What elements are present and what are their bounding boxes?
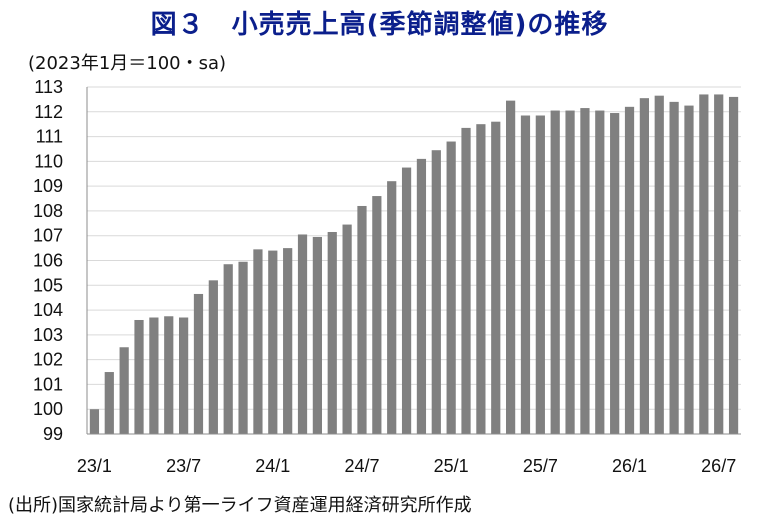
bar — [253, 249, 263, 434]
bar — [550, 110, 560, 435]
bar — [149, 317, 159, 434]
bar — [283, 248, 293, 434]
y-tick-label: 106 — [33, 251, 63, 271]
bar — [461, 127, 471, 435]
y-tick-label: 109 — [33, 176, 63, 196]
bar — [714, 94, 724, 434]
y-tick-label: 112 — [34, 102, 63, 122]
axes — [86, 87, 741, 435]
bar — [387, 181, 397, 434]
bar — [223, 264, 233, 434]
y-tick-label: 104 — [33, 300, 63, 320]
bar — [164, 316, 174, 434]
bar — [401, 167, 412, 434]
x-tick-label: 25/7 — [523, 456, 558, 476]
y-tick-label: 100 — [33, 399, 63, 419]
bar — [610, 113, 620, 435]
bar — [654, 95, 664, 435]
bar — [268, 250, 278, 434]
x-tick-label: 26/1 — [612, 456, 647, 476]
x-tick-label: 26/7 — [701, 456, 736, 476]
bar — [595, 110, 605, 435]
y-tick-label: 102 — [33, 350, 63, 370]
bar — [327, 231, 337, 434]
bar — [684, 105, 694, 434]
bar — [431, 150, 441, 435]
bar — [520, 115, 531, 434]
x-tick-label: 24/1 — [255, 456, 290, 476]
bar — [491, 121, 501, 434]
bar — [119, 347, 129, 434]
bar — [312, 236, 322, 434]
y-tick-label: 113 — [34, 77, 63, 97]
bar — [565, 110, 575, 435]
bar — [134, 319, 144, 434]
y-tick-label: 108 — [33, 201, 63, 221]
bar-series — [89, 94, 739, 435]
bar — [506, 100, 516, 434]
bar — [342, 224, 352, 434]
x-tick-label: 23/7 — [166, 456, 201, 476]
bar — [297, 234, 308, 434]
source-note: (出所)国家統計局より第一ライフ資産運用経済研究所作成 — [8, 495, 472, 516]
y-tick-label: 105 — [33, 275, 63, 295]
y-tick-label: 99 — [43, 424, 63, 444]
bar — [446, 141, 456, 434]
bar — [357, 205, 367, 434]
bar — [89, 409, 100, 434]
bar — [476, 124, 486, 434]
y-tick-label: 107 — [33, 226, 63, 246]
bar — [104, 372, 114, 434]
y-tick-label: 103 — [33, 325, 63, 345]
bar — [372, 196, 382, 434]
x-tick-label: 23/1 — [77, 456, 112, 476]
bar — [238, 261, 248, 434]
bar — [669, 101, 679, 434]
y-tick-label: 111 — [36, 127, 63, 147]
chart-title: 図３ 小売売上高(季節調整値)の推移 — [150, 10, 609, 40]
bar — [624, 106, 635, 434]
y-tick-label: 110 — [34, 151, 63, 171]
bar — [639, 98, 649, 435]
bar — [699, 94, 709, 434]
bar — [208, 280, 218, 434]
bar — [179, 317, 189, 434]
x-tick-label: 24/7 — [344, 456, 379, 476]
y-axis-tick-labels: 99 100 101 102 103 104 105 106 107 108 109 110 111 11… — [33, 77, 63, 444]
y-axis-unit-label: (2023年1月＝100・sa) — [28, 53, 227, 74]
y-tick-label: 101 — [33, 374, 63, 394]
bar — [728, 96, 739, 435]
bar — [535, 115, 545, 434]
x-tick-label: 25/1 — [434, 456, 469, 476]
bar — [193, 293, 204, 434]
x-axis-tick-labels: 23/1 23/7 24/1 24/7 25/1 25/7 26/1 26/7 — [77, 456, 736, 476]
bar — [416, 158, 427, 434]
bar — [580, 108, 590, 434]
